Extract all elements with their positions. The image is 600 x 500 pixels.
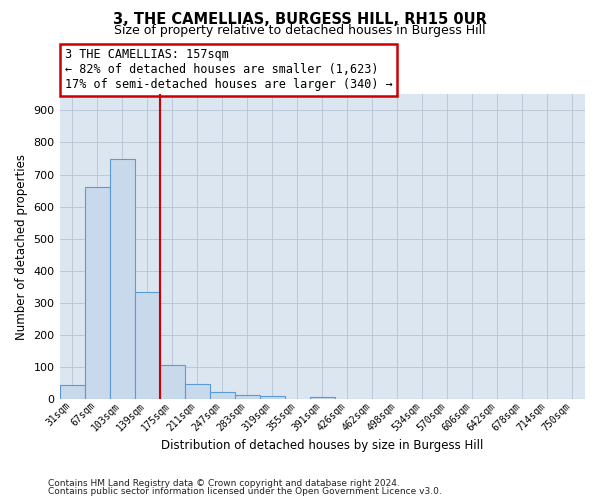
Text: 3 THE CAMELLIAS: 157sqm
← 82% of detached houses are smaller (1,623)
17% of semi: 3 THE CAMELLIAS: 157sqm ← 82% of detache… [65, 48, 392, 92]
Bar [134, 292, 160, 399]
Text: 3, THE CAMELLIAS, BURGESS HILL, RH15 0UR: 3, THE CAMELLIAS, BURGESS HILL, RH15 0UR [113, 12, 487, 28]
X-axis label: Distribution of detached houses by size in Burgess Hill: Distribution of detached houses by size … [161, 440, 484, 452]
Bar [160, 366, 185, 399]
Bar [85, 188, 110, 399]
Bar [110, 158, 134, 399]
Bar [260, 396, 285, 399]
Bar [235, 394, 260, 399]
Text: Size of property relative to detached houses in Burgess Hill: Size of property relative to detached ho… [114, 24, 486, 37]
Bar [310, 397, 335, 399]
Text: Contains HM Land Registry data © Crown copyright and database right 2024.: Contains HM Land Registry data © Crown c… [48, 478, 400, 488]
Bar [59, 384, 85, 399]
Bar [209, 392, 235, 399]
Y-axis label: Number of detached properties: Number of detached properties [15, 154, 28, 340]
Bar [185, 384, 209, 399]
Text: Contains public sector information licensed under the Open Government Licence v3: Contains public sector information licen… [48, 488, 442, 496]
